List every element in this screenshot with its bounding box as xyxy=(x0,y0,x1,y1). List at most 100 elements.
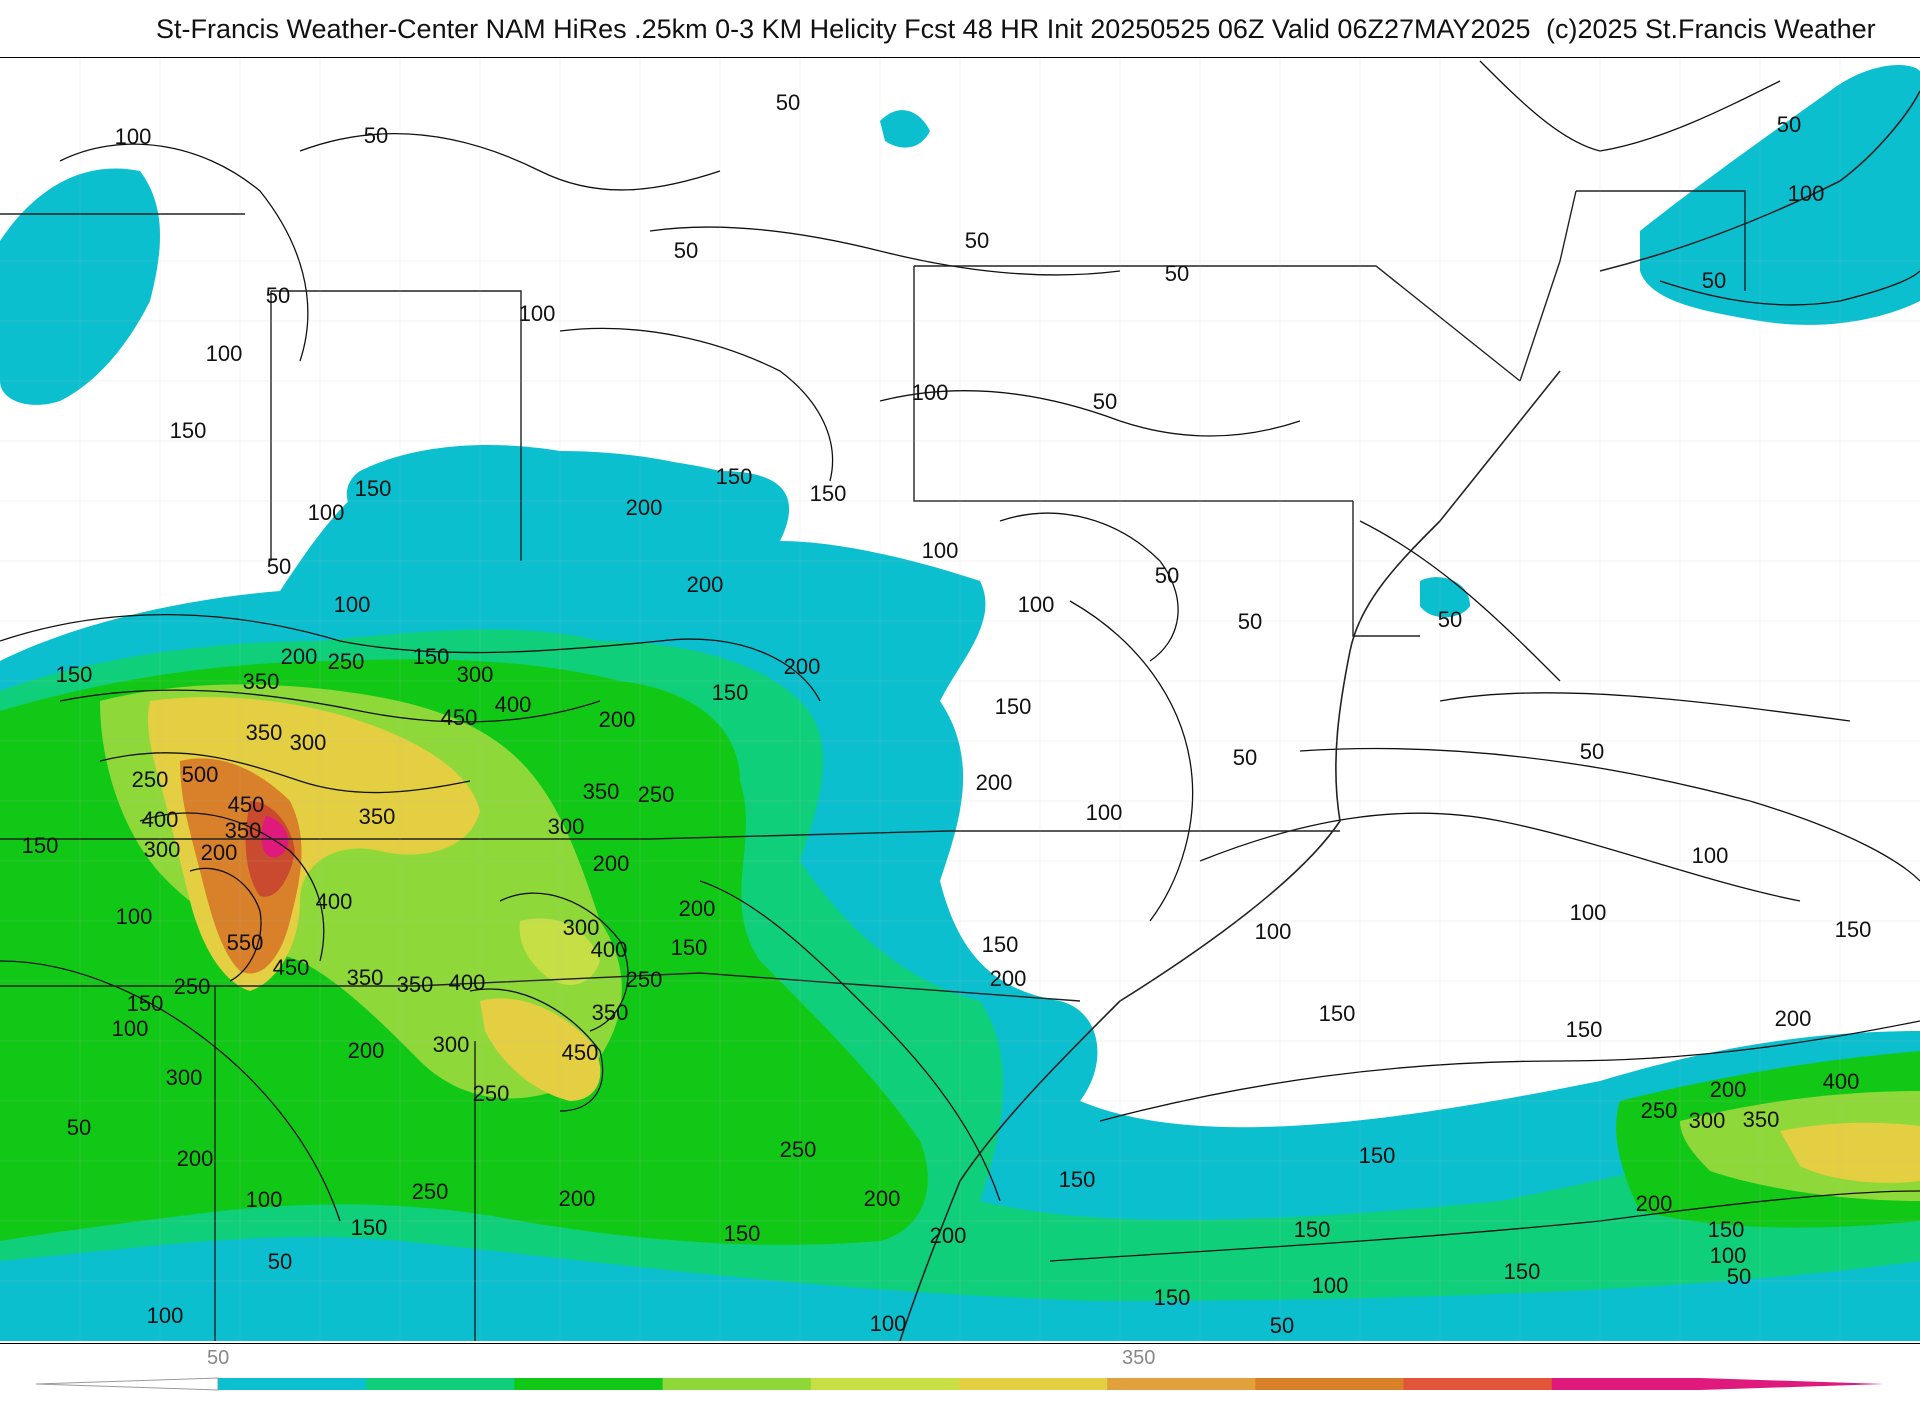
contour-label: 100 xyxy=(1312,1273,1349,1298)
colorbar-tick-low: 50 xyxy=(207,1347,229,1369)
boundary-line xyxy=(271,290,522,561)
contour-label: 300 xyxy=(166,1065,203,1090)
contour-line xyxy=(649,226,1121,276)
contour-label: 300 xyxy=(144,837,181,862)
contour-label: 200 xyxy=(201,840,238,865)
helicity-shading xyxy=(0,65,1920,1341)
colorbar: 50 350 xyxy=(0,1342,1920,1400)
shade-cyan-coast xyxy=(1420,577,1470,618)
contour-line xyxy=(59,143,309,362)
colorbar-right-arrow xyxy=(1700,1378,1884,1390)
colorbar-canvas: 50 350 xyxy=(35,1347,1884,1391)
county-grid xyxy=(0,58,1920,1341)
contour-label: 100 xyxy=(206,341,243,366)
contour-label: 150 xyxy=(413,644,450,669)
colorbar-segment xyxy=(959,1378,1108,1390)
contour-line xyxy=(1069,600,1194,922)
contour-label: 50 xyxy=(1238,609,1262,634)
helicity-map[interactable]: 100 50 50 50 100 50 50 100 50 50 50 100 150 100 50 150 1… xyxy=(0,57,1920,1344)
contour-label: 350 xyxy=(243,669,280,694)
contour-label: 150 xyxy=(982,932,1019,957)
contour-label: 400 xyxy=(1823,1069,1860,1094)
contour-label: 50 xyxy=(1165,261,1189,286)
contour-label: 200 xyxy=(559,1186,596,1211)
boundary-line xyxy=(913,266,1353,502)
contour-label: 150 xyxy=(56,662,93,687)
contour-label: 150 xyxy=(1059,1167,1096,1192)
contour-label: 100 xyxy=(912,380,949,405)
contour-label: 50 xyxy=(1580,739,1604,764)
shade-yellow-south xyxy=(480,998,601,1101)
contour-label: 350 xyxy=(583,779,620,804)
contour-label: 100 xyxy=(1570,900,1607,925)
contour-line xyxy=(139,812,325,962)
contour-label: 50 xyxy=(1777,112,1801,137)
contour-label: 100 xyxy=(115,124,152,149)
shade-yellow-east xyxy=(1780,1122,1920,1183)
contour-label: 200 xyxy=(626,495,663,520)
copyright-label: (c)2025 St.Francis Weather xyxy=(1546,14,1876,44)
contour-label: 250 xyxy=(1641,1098,1678,1123)
contour-label: 200 xyxy=(1710,1077,1747,1102)
coastline xyxy=(899,90,1920,1342)
title-bar: St-Francis Weather-Center NAM HiRes .25k… xyxy=(0,0,1920,56)
colorbar-segment xyxy=(514,1378,664,1390)
contour-label: 50 xyxy=(1155,563,1179,588)
contour-label: 50 xyxy=(1438,607,1462,632)
contour-label: 350 xyxy=(359,804,396,829)
coastline-line xyxy=(899,370,1561,1342)
contour-label: 200 xyxy=(177,1146,214,1171)
colorbar-left-arrow xyxy=(35,1377,219,1391)
contour-label: 400 xyxy=(449,970,486,995)
colorbar-segment xyxy=(1551,1378,1701,1390)
boundary-line xyxy=(1576,190,1746,291)
contour-label: 200 xyxy=(599,707,636,732)
contour-label: 50 xyxy=(67,1115,91,1140)
contour-label: 400 xyxy=(495,692,532,717)
contour-label: 200 xyxy=(1636,1191,1673,1216)
contour-label: 350 xyxy=(592,1000,629,1025)
contour-label: 50 xyxy=(1727,1264,1751,1289)
contour-label: 150 xyxy=(355,476,392,501)
contour-label: 150 xyxy=(351,1215,388,1240)
shade-cyan-northeast xyxy=(1640,65,1920,325)
state-boundaries xyxy=(0,190,1746,1341)
contour-label: 100 xyxy=(246,1187,283,1212)
contour-label: 150 xyxy=(712,680,749,705)
map-canvas: 100 50 50 50 100 50 50 100 50 50 50 100 150 100 50 150 1… xyxy=(0,58,1920,1342)
contour-label: 400 xyxy=(316,889,353,914)
contour-label: 100 xyxy=(870,1311,907,1336)
contour-label: 550 xyxy=(227,930,264,955)
contour-line xyxy=(999,512,1179,662)
contour-label: 50 xyxy=(1270,1313,1294,1338)
shade-magenta-core xyxy=(261,816,289,858)
contour-label: 450 xyxy=(562,1040,599,1065)
contour-label: 300 xyxy=(548,814,585,839)
contour-label: 150 xyxy=(1835,917,1872,942)
contour-label: 450 xyxy=(273,955,310,980)
contour-label: 50 xyxy=(1233,745,1257,770)
boundary-line xyxy=(1352,501,1420,637)
contour-label: 100 xyxy=(922,538,959,563)
contour-label: 50 xyxy=(1093,389,1117,414)
contour-label: 200 xyxy=(990,966,1027,991)
contour-label: 100 xyxy=(112,1016,149,1041)
contour-label: 50 xyxy=(364,123,388,148)
contour-label: 250 xyxy=(412,1179,449,1204)
colorbar-tick-high: 350 xyxy=(1122,1347,1155,1369)
contour-label: 50 xyxy=(1702,268,1726,293)
contour-label: 250 xyxy=(780,1137,817,1162)
colorbar-segment xyxy=(810,1378,960,1390)
contour-label: 400 xyxy=(591,937,628,962)
contour-label: 150 xyxy=(1154,1285,1191,1310)
contour-label: 450 xyxy=(228,792,265,817)
boundary-line xyxy=(914,265,1521,382)
contour-line xyxy=(299,132,721,191)
contour-label: 200 xyxy=(1775,1006,1812,1031)
contour-label: 300 xyxy=(290,730,327,755)
contour-line xyxy=(469,988,604,1112)
contour-label: 300 xyxy=(1689,1108,1726,1133)
contour-line xyxy=(0,613,821,702)
contour-label: 150 xyxy=(1708,1217,1745,1242)
contour-line xyxy=(1439,692,1851,722)
